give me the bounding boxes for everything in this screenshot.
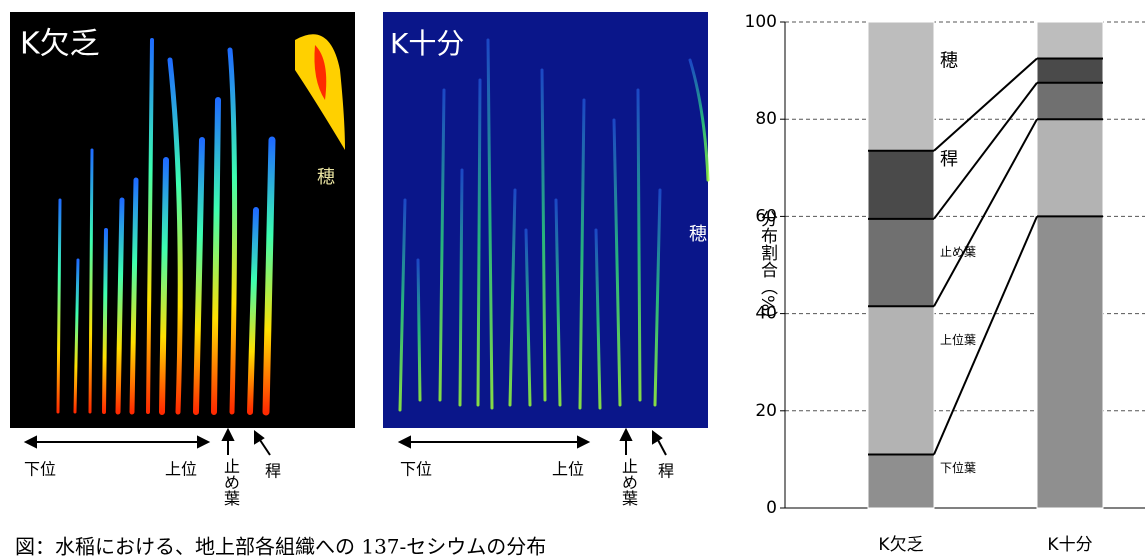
image-k-deficient: K欠乏 穂 xyxy=(10,12,355,428)
lower-label: 下位 xyxy=(400,460,432,479)
flag-leaf-label: 止め葉 xyxy=(221,458,240,506)
bar-segment xyxy=(867,218,935,307)
y-tick-label: 20 xyxy=(755,401,777,421)
x-tick-label: K欠乏 xyxy=(878,535,923,555)
bar-segment xyxy=(1036,57,1104,84)
bar-segment xyxy=(1036,215,1104,509)
panel-title: K十分 xyxy=(390,27,464,60)
panicle-label: 穂 xyxy=(317,167,335,188)
segment-label: 止め葉 xyxy=(940,245,976,259)
connector xyxy=(933,82,1038,220)
upper-label: 上位 xyxy=(165,460,197,479)
stem-label: 稈 xyxy=(658,462,674,481)
arrows xyxy=(23,427,667,456)
connector xyxy=(933,118,1038,307)
image-k-sufficient: K十分 穂 xyxy=(383,12,710,428)
panel-title: K欠乏 xyxy=(20,27,100,62)
segment-label: 穂 xyxy=(940,50,958,71)
lower-label: 下位 xyxy=(24,460,56,479)
flag-leaf-label: 止め葉 xyxy=(619,458,638,506)
y-tick-label: 100 xyxy=(745,12,777,32)
y-tick-label: 60 xyxy=(755,206,777,226)
caption: 図：水稲における、地上部各組織への 137-セシウムの分布 xyxy=(15,535,546,556)
stem-label: 稈 xyxy=(265,462,281,481)
bar-segment xyxy=(1036,82,1104,120)
connector xyxy=(933,57,1038,152)
y-tick-label: 40 xyxy=(755,304,777,324)
bar-segment xyxy=(867,305,935,456)
bar-segment xyxy=(1036,118,1104,217)
segment-label: 上位葉 xyxy=(940,332,976,347)
bar-segment xyxy=(1036,21,1104,59)
connector xyxy=(933,216,1038,455)
segment-label: 稈 xyxy=(940,149,958,170)
panicle-label: 穂 xyxy=(689,224,707,245)
upper-label: 上位 xyxy=(552,460,584,479)
segment-label: 下位葉 xyxy=(940,460,976,475)
x-tick-label: K十分 xyxy=(1047,535,1092,555)
bar-segment xyxy=(867,21,935,152)
y-axis-label: 分布割合（%） xyxy=(757,210,777,329)
bar-segment xyxy=(867,150,935,220)
y-tick-label: 0 xyxy=(766,498,777,518)
bar-segment xyxy=(867,454,935,509)
y-tick-label: 80 xyxy=(755,109,777,129)
chart: 0 20 40 60 80 100 K欠乏 K十分 下位葉 上位葉 止め葉 稈 穂 xyxy=(745,12,1145,555)
